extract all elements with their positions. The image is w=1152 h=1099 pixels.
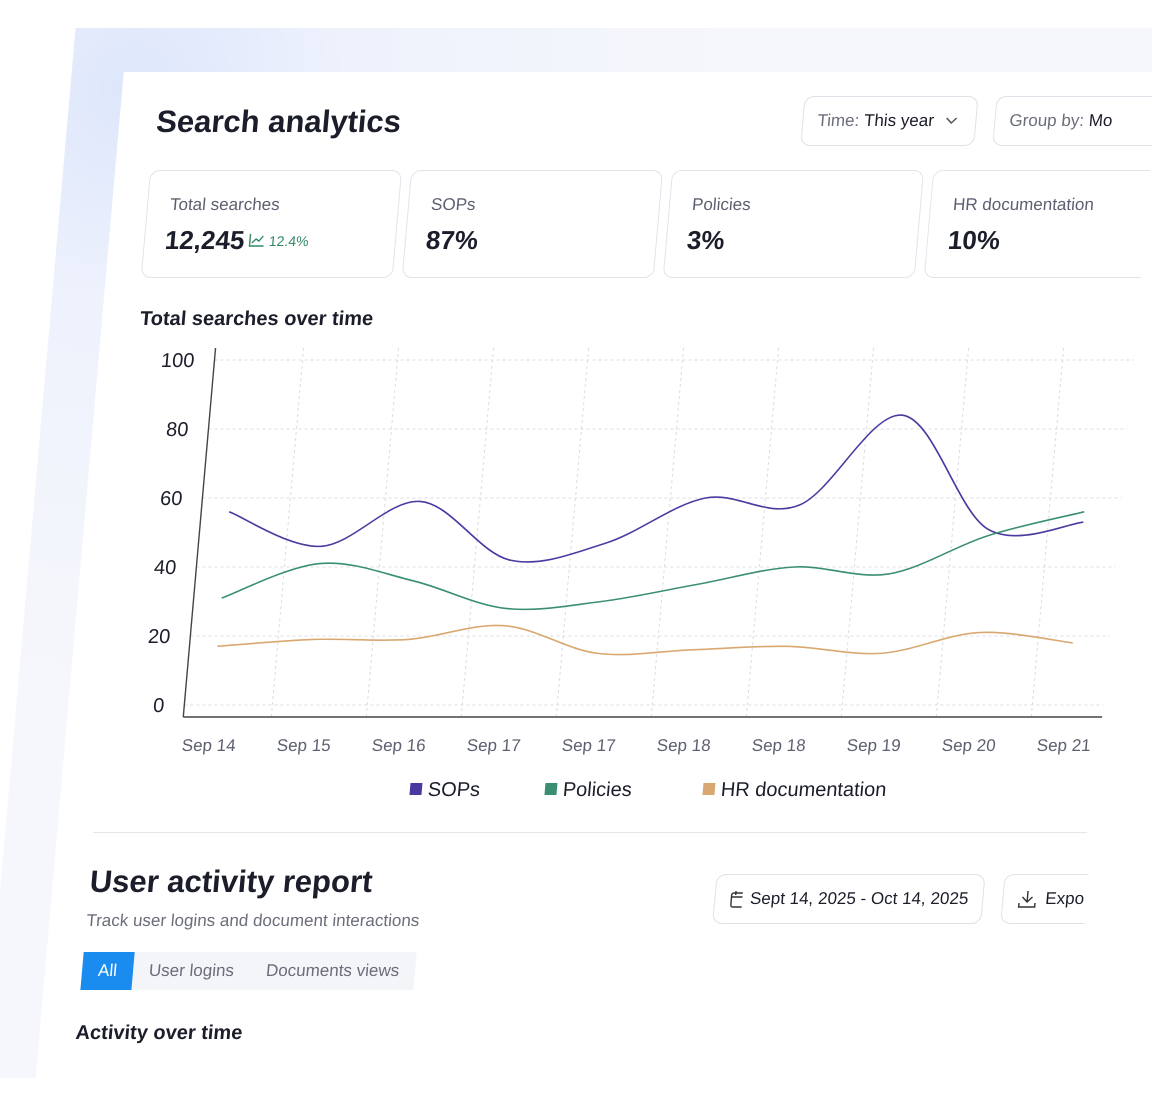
y-tick-label: 100	[160, 350, 195, 372]
divider	[93, 832, 1088, 833]
legend-label: SOPs	[427, 779, 481, 801]
series-line	[228, 414, 1084, 563]
x-tick-label: Sep 16	[371, 736, 426, 755]
chevron	[945, 117, 957, 125]
grid-line	[650, 348, 685, 717]
tab[interactable]: User logins	[148, 961, 235, 980]
legend-swatch	[544, 783, 558, 795]
legend-label: HR documentation	[720, 779, 887, 801]
subsection-title: Activity over time	[74, 1022, 244, 1044]
y-tick-label: 60	[159, 488, 183, 510]
x-tick-label: Sep 21	[1036, 736, 1091, 755]
calendar-icon	[730, 891, 743, 908]
export-label: Expo	[1044, 889, 1085, 908]
export-button[interactable]: Expo	[1000, 874, 1105, 924]
grid-line	[745, 348, 780, 717]
x-tick-label: Sep 17	[466, 736, 521, 755]
tab[interactable]: Documents views	[265, 961, 401, 980]
tab-bar: All User logins Documents views	[80, 952, 417, 990]
legend-swatch	[409, 783, 423, 795]
grid-line	[365, 348, 400, 717]
legend-label: Policies	[562, 779, 633, 801]
grid-line	[1125, 348, 1152, 717]
y-tick-label: 40	[153, 557, 177, 579]
x-tick-label: Sep 18	[751, 736, 806, 755]
tab[interactable]: All	[80, 952, 135, 990]
y-tick-label: 80	[165, 419, 189, 441]
grid-line	[270, 348, 305, 717]
series-line	[221, 511, 1085, 611]
x-tick-label: Sep 20	[941, 736, 996, 755]
grid-line	[840, 348, 875, 717]
x-tick-label: Sep 17	[561, 736, 616, 755]
legend-swatch	[702, 783, 716, 795]
y-tick-label: 20	[147, 626, 171, 648]
date-range-button[interactable]: Sept 14, 2025 - Oct 14, 2025	[712, 874, 986, 924]
grid-line	[555, 348, 590, 717]
section-subtitle: Track user logins and document interacti…	[85, 911, 421, 930]
trend-icon	[248, 234, 264, 247]
y-tick-label: 0	[152, 695, 165, 717]
chart: 0 20 40 60 80 100 Sep 14 Sep 15 Sep 16 Sep 17 Sep …	[147, 348, 1152, 801]
download-icon	[1017, 891, 1036, 908]
grid-line	[935, 348, 970, 717]
x-tick-label: Sep 15	[276, 736, 331, 755]
series-line	[217, 624, 1073, 656]
x-tick-label: Sep 14	[181, 736, 236, 755]
date-range: Sept 14, 2025 - Oct 14, 2025	[749, 889, 970, 908]
y-axis	[182, 348, 217, 717]
grid-line	[460, 348, 495, 717]
x-tick-label: Sep 18	[656, 736, 711, 755]
x-tick-label: Sep 19	[846, 736, 901, 755]
stat-card: Total searches 12,245 12.4%	[140, 170, 403, 278]
section-title: User activity report	[88, 864, 374, 899]
time-filter[interactable]: Time: This year	[800, 96, 979, 146]
grid-line	[1030, 348, 1065, 717]
